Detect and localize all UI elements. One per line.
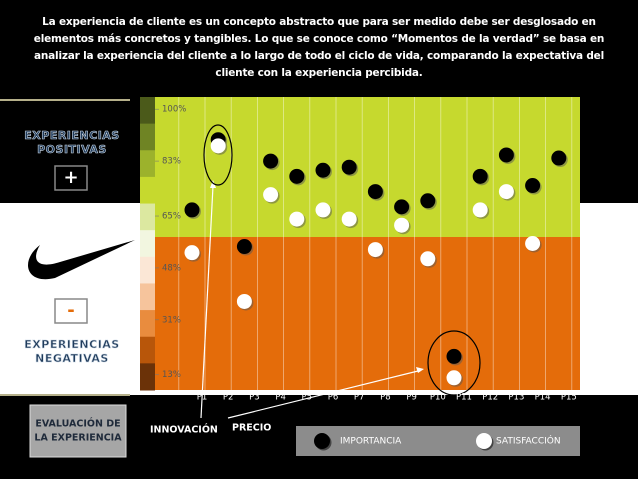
dot (367, 184, 383, 200)
minus-box (54, 298, 88, 324)
dot (289, 168, 305, 184)
dot (394, 199, 410, 215)
x-tick-label: P7 (354, 393, 365, 403)
dot (263, 187, 279, 203)
legend-items: IMPORTANCIA SATISFACCIÓN (314, 433, 561, 451)
dot (236, 239, 252, 255)
dot (315, 162, 331, 178)
positive-label: POSITIVAS (37, 143, 107, 156)
dot (341, 159, 357, 175)
strip-segment (140, 336, 155, 364)
strip-segment (140, 203, 155, 231)
dot (551, 150, 567, 166)
dot (525, 178, 541, 194)
negative-zone (155, 237, 580, 390)
dot (341, 211, 357, 227)
x-tick-label: P4 (275, 393, 286, 403)
y-tick-label: 65% (162, 212, 181, 222)
strip-segment (140, 97, 155, 125)
x-tick-label: P9 (406, 393, 417, 403)
dot (472, 202, 488, 218)
y-tick-label: 83% (162, 157, 181, 167)
annotation: PRECIO (232, 423, 271, 434)
dot (446, 370, 462, 386)
x-tick-label: P1 (197, 393, 208, 403)
x-tick-label: P5 (302, 393, 313, 403)
x-tick-label: P6 (328, 393, 339, 403)
eval-box (29, 404, 127, 458)
y-tick-label: 48% (162, 263, 181, 273)
y-tick-label: 13% (162, 370, 181, 380)
positive-label: EXPERIENCIAS (24, 129, 119, 142)
x-tick-label: P15 (561, 393, 577, 403)
dot (420, 193, 436, 209)
dot (420, 251, 436, 267)
dot (184, 245, 200, 261)
highlight (427, 330, 481, 396)
x-tick-label: P12 (482, 393, 498, 403)
dot (263, 153, 279, 169)
color-strip (140, 97, 155, 391)
strip-segment (140, 310, 155, 338)
plus-sign: + (63, 167, 78, 188)
nike-logo (28, 240, 135, 280)
x-tick-label: P2 (223, 393, 234, 403)
legend-label: IMPORTANCIA (340, 437, 402, 447)
legend-marker (314, 433, 330, 449)
y-tick-label: 31% (162, 315, 181, 325)
eval-label: LA EXPERIENCIA (34, 433, 122, 444)
annotation: INNOVACIÓN (150, 424, 218, 436)
strip-segment (140, 283, 155, 311)
strip-segment (140, 123, 155, 151)
dot (236, 293, 252, 309)
title: La experiencia de cliente es un concepto… (33, 16, 605, 79)
dot (446, 348, 462, 364)
arrow (227, 370, 419, 419)
dot (498, 147, 514, 163)
dot (498, 184, 514, 200)
arrowhead (416, 367, 424, 373)
arrow (200, 185, 214, 419)
plus-box (54, 165, 88, 191)
strip-segment (140, 230, 155, 258)
x-tick-label: P10 (430, 393, 446, 403)
dot (210, 138, 226, 154)
dot (472, 168, 488, 184)
dot (289, 211, 305, 227)
dot (315, 202, 331, 218)
dot (525, 236, 541, 251)
positive-zone (155, 97, 580, 237)
negative-label: NEGATIVAS (35, 352, 109, 365)
legend-marker (476, 433, 492, 449)
x-tick-label: P13 (508, 393, 524, 403)
strip-segment (140, 176, 155, 205)
arrowhead (210, 180, 216, 188)
strip-segment (140, 150, 155, 178)
minus-sign: - (67, 300, 74, 321)
legend-label: SATISFACCIÓN (496, 435, 561, 447)
x-tick-label: P8 (380, 393, 391, 403)
negative-label: EXPERIENCIAS (24, 338, 119, 351)
x-tick-label: P14 (535, 393, 551, 403)
x-tick-label: P11 (456, 393, 472, 403)
dot (394, 217, 410, 233)
legend (296, 426, 580, 456)
dot (184, 202, 200, 218)
highlight (203, 124, 233, 186)
strip-segment (140, 363, 155, 391)
x-tick-label: P3 (249, 393, 260, 403)
y-tick-label: 100% (162, 105, 186, 115)
dot (367, 242, 383, 258)
eval-label: EVALUACIÓN DE (35, 418, 120, 430)
strip-segment (140, 256, 155, 284)
